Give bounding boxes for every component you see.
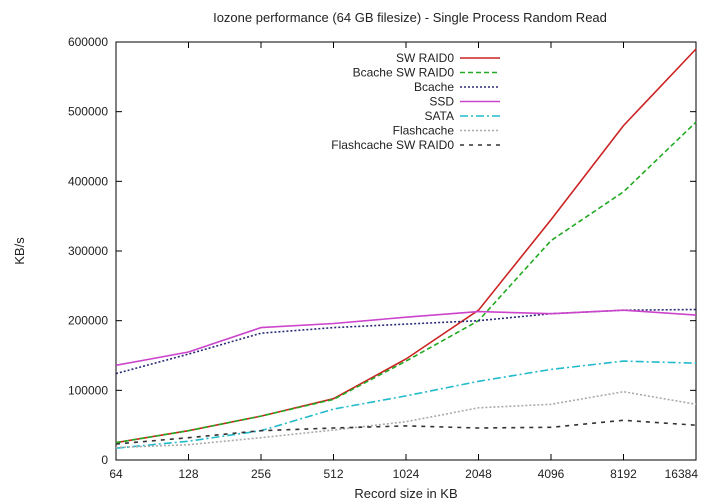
x-tick-label: 256: [251, 467, 271, 481]
y-tick-label: 400000: [68, 174, 108, 188]
y-tick-label: 100000: [68, 383, 108, 397]
y-tick-label: 500000: [68, 105, 108, 119]
series-line-4: [115, 360, 697, 449]
series-line-6: [115, 419, 697, 445]
series-line-0: [115, 48, 697, 444]
x-tick-label: 8192: [610, 467, 637, 481]
series-line-2: [115, 308, 697, 375]
y-tick-label: 600000: [68, 35, 108, 49]
x-tick-label: 128: [178, 467, 198, 481]
series-line-5: [115, 390, 697, 449]
x-tick-label: 512: [323, 467, 343, 481]
x-tick-label: 16384: [665, 467, 699, 481]
legend-label: Flashcache: [393, 124, 455, 138]
series-lines: [115, 48, 697, 449]
x-tick-label: 2048: [465, 467, 492, 481]
x-tick-label: 4096: [538, 467, 565, 481]
y-axis: 0 100000 200000 300000 400000 500000 600000: [68, 35, 696, 467]
chart-title: Iozone performance (64 GB filesize) - Si…: [213, 10, 607, 25]
x-axis: 64 128 256 512 1024 2048 4096 8192 16384: [109, 42, 698, 481]
legend-label: Flashcache SW RAID0: [331, 138, 454, 152]
y-tick-label: 300000: [68, 244, 108, 258]
x-tick-label: 1024: [393, 467, 420, 481]
x-axis-title: Record size in KB: [354, 486, 457, 501]
legend-label: Bcache: [414, 80, 454, 94]
series-line-1: [115, 121, 697, 444]
y-tick-label: 200000: [68, 314, 108, 328]
legend-label: SW RAID0: [396, 51, 454, 65]
x-tick-label: 64: [109, 467, 123, 481]
y-tick-label: 0: [101, 453, 108, 467]
plot-area-frame: [115, 41, 697, 461]
series-line-3: [115, 309, 697, 367]
legend-label: Bcache SW RAID0: [353, 66, 455, 80]
legend-label: SATA: [424, 109, 454, 123]
legend-label: SSD: [429, 95, 454, 109]
y-axis-title: KB/s: [12, 237, 27, 265]
